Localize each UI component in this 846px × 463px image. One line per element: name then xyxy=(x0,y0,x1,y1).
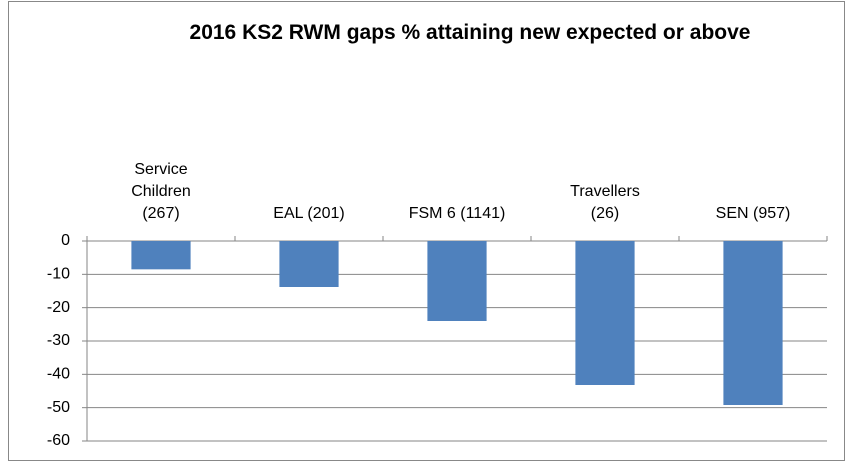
chart-title: 2016 KS2 RWM gaps % attaining new expect… xyxy=(189,21,751,44)
y-tick-label: -30 xyxy=(47,332,70,349)
y-tick-label: -50 xyxy=(47,399,70,416)
y-tick-label: 0 xyxy=(61,232,70,249)
bar xyxy=(131,241,191,270)
x-tick-label: FSM 6 (1141) xyxy=(408,205,506,222)
y-tick-label: -40 xyxy=(47,366,70,383)
y-tick-label: -60 xyxy=(47,432,70,449)
bar xyxy=(279,241,339,287)
bar xyxy=(575,241,635,385)
x-tick-label: Service Children (267) xyxy=(131,161,191,222)
x-tick-label: EAL (201) xyxy=(273,205,345,222)
bar xyxy=(427,241,487,321)
bar xyxy=(723,241,783,405)
y-tick-label: -10 xyxy=(47,266,70,283)
y-tick-label: -20 xyxy=(47,299,70,316)
x-tick-label: Travellers (26) xyxy=(570,183,640,222)
x-tick-label: SEN (957) xyxy=(715,205,791,222)
chart-border xyxy=(8,1,845,461)
